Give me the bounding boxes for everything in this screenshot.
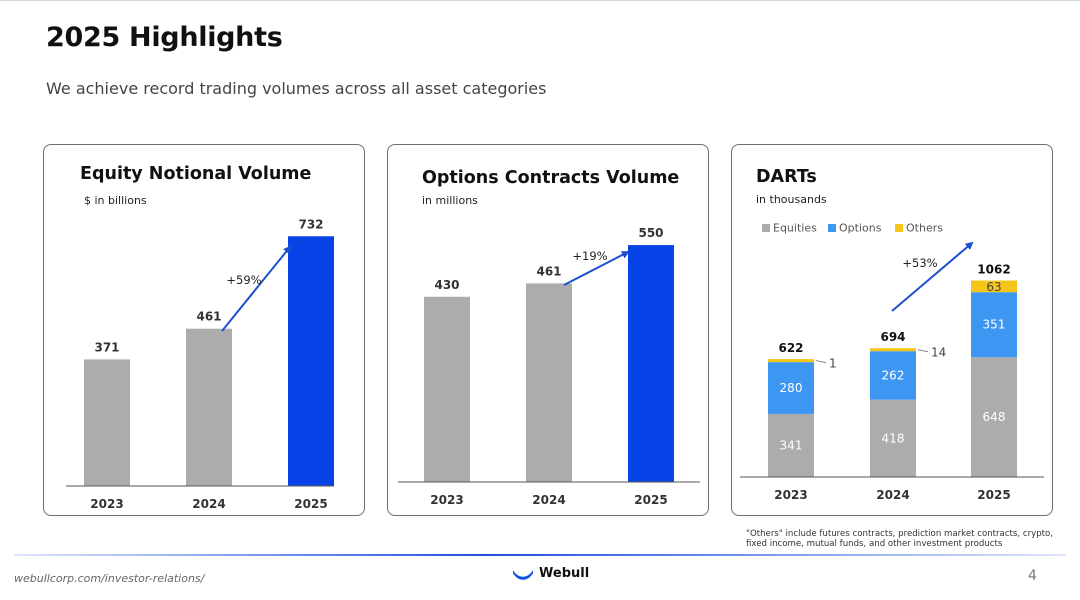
segment-label-equities-2025: 648 [983, 410, 1006, 424]
bar-segment-options-2024 [870, 351, 916, 400]
segment-label-others-2024: 14 [931, 346, 946, 360]
value-label-2023: 371 [94, 340, 119, 354]
bar-segment-equities-2024 [870, 399, 916, 477]
x-tick-2023: 2023 [774, 488, 807, 502]
darts-chart: DARTs in thousands Equities Options Othe… [740, 167, 1044, 502]
growth-arrow [891, 241, 974, 312]
x-tick-2024: 2024 [876, 488, 909, 502]
others-leader-line-2024 [917, 349, 929, 353]
growth-label: +53% [902, 256, 937, 270]
total-label-2024: 694 [880, 330, 905, 344]
bar-segment-equities-2023 [768, 413, 814, 477]
webull-logo-icon [513, 569, 533, 580]
bar-segment-options-2023 [768, 362, 814, 414]
logo-text: Webull [539, 566, 590, 581]
chart-subtitle: $ in billions [84, 194, 147, 207]
equity-volume-card: Equity Notional Volume $ in billions 371… [43, 144, 365, 516]
growth-arrow [221, 245, 292, 332]
bar-segment-others-2025 [971, 280, 1017, 293]
legend-swatch-options [828, 224, 836, 232]
segment-label-options-2023: 280 [780, 381, 803, 395]
footer-url-link[interactable]: webullcorp.com/investor-relations/ [14, 572, 205, 585]
footer-divider [14, 554, 1066, 556]
bar-segment-equities-2025 [971, 357, 1017, 477]
value-label-2024: 461 [196, 310, 221, 324]
legend-label-equities: Equities [773, 222, 817, 235]
segment-label-options-2025: 351 [983, 318, 1006, 332]
bar-2023 [424, 296, 470, 482]
bar-segment-others-2024 [870, 348, 916, 352]
x-tick-2024: 2024 [532, 493, 565, 507]
legend-swatch-equities [762, 224, 770, 232]
bar-2025 [628, 245, 674, 482]
segment-label-others-2025: 63 [986, 280, 1001, 294]
x-tick-2025: 2025 [294, 497, 327, 511]
total-label-2025: 1062 [977, 263, 1010, 277]
webull-logo: Webull [512, 566, 589, 581]
page-subtitle: We achieve record trading volumes across… [46, 79, 547, 98]
chart-legend: Equities Options Others [762, 222, 943, 235]
growth-label: +19% [572, 249, 607, 263]
segment-label-equities-2023: 341 [780, 438, 803, 452]
segment-label-others-2023: 1 [829, 357, 837, 371]
x-tick-2025: 2025 [634, 493, 667, 507]
legend-label-others: Others [906, 222, 943, 235]
darts-card: DARTs in thousands Equities Options Othe… [731, 144, 1053, 516]
x-tick-2025: 2025 [977, 488, 1010, 502]
page-number: 4 [1028, 568, 1037, 584]
value-label-2025: 732 [298, 217, 323, 231]
others-footnote: "Others" include futures contracts, pred… [746, 529, 1054, 549]
chart-title: DARTs [756, 167, 817, 187]
chart-title: Options Contracts Volume [422, 168, 679, 188]
equity-volume-chart: Equity Notional Volume $ in billions 371… [66, 164, 334, 511]
value-label-2025: 550 [638, 226, 663, 240]
value-label-2024: 461 [536, 264, 561, 278]
bar-2024 [186, 328, 232, 486]
chart-subtitle: in thousands [756, 193, 827, 206]
x-tick-2023: 2023 [90, 497, 123, 511]
growth-label: +59% [226, 273, 261, 287]
bar-2025 [288, 236, 334, 486]
top-border-line [0, 0, 1080, 1]
bar-2023 [84, 359, 130, 486]
legend-label-options: Options [839, 222, 882, 235]
total-label-2023: 622 [778, 341, 803, 355]
options-volume-card: Options Contracts Volume in millions 430… [387, 144, 709, 516]
bar-segment-options-2025 [971, 292, 1017, 358]
page-title: 2025 Highlights [46, 22, 283, 53]
growth-arrow [563, 251, 630, 286]
chart-subtitle: in millions [422, 194, 478, 207]
x-tick-2023: 2023 [430, 493, 463, 507]
bar-2024 [526, 283, 572, 482]
segment-label-equities-2024: 418 [882, 431, 905, 445]
options-volume-chart: Options Contracts Volume in millions 430… [398, 168, 700, 507]
others-leader-line-2023 [815, 360, 827, 364]
stacked-bars: 341 280 1 622 418 262 14 694 648 351 63 1062 [768, 263, 1017, 477]
x-tick-2024: 2024 [192, 497, 225, 511]
legend-swatch-others [895, 224, 903, 232]
segment-label-options-2024: 262 [882, 368, 905, 382]
value-label-2023: 430 [434, 278, 459, 292]
bar-segment-others-2023 [768, 359, 814, 363]
chart-title: Equity Notional Volume [80, 164, 312, 184]
